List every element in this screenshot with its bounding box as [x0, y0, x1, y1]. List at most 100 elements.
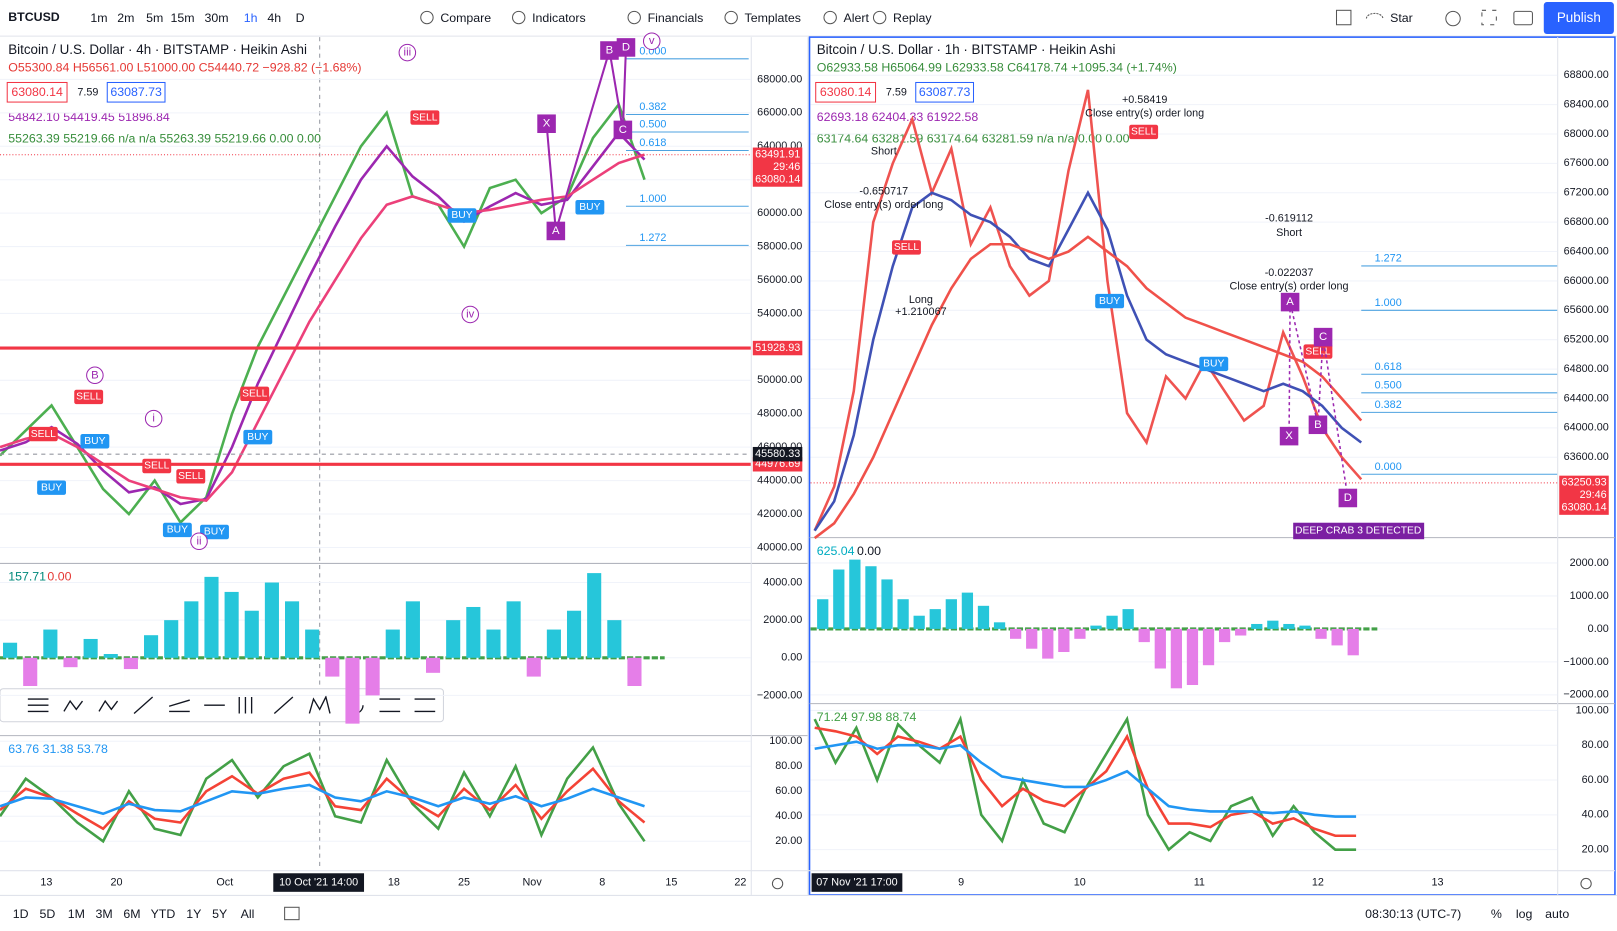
range-button[interactable]: 5D	[40, 907, 56, 921]
interval-button[interactable]: 1h	[244, 11, 258, 25]
pattern-label: X	[1285, 430, 1293, 442]
countdown: 29:46	[773, 161, 800, 173]
ask[interactable]: 63087.73	[919, 85, 971, 99]
y-tick-label: 44000.00	[757, 474, 802, 486]
wave-circle	[190, 532, 208, 551]
signal-marker	[28, 426, 58, 442]
histogram-bar	[1154, 628, 1166, 669]
range-button[interactable]: 1D	[13, 907, 29, 921]
ask-box[interactable]	[106, 81, 166, 103]
last-price-tag	[752, 147, 803, 187]
scale-option[interactable]: %	[1491, 907, 1502, 921]
axis-settings[interactable]	[771, 877, 784, 890]
range-button[interactable]: 5Y	[212, 907, 227, 921]
histogram-bar	[833, 569, 845, 629]
range-button[interactable]: All	[241, 907, 255, 921]
annotation: Close entry(s) order long	[1230, 280, 1349, 292]
toolbar-icon	[823, 10, 837, 25]
interval-button[interactable]: 15m	[171, 11, 195, 25]
bid[interactable]: 63080.14	[820, 85, 872, 99]
publish-button[interactable]	[1543, 2, 1614, 35]
x-tick-label: 13	[1432, 876, 1444, 888]
signal-label: SELL	[76, 392, 101, 403]
range-button[interactable]: 3M	[96, 907, 113, 921]
wave-circle	[398, 43, 417, 62]
histogram-bar	[1090, 625, 1102, 629]
histogram-bar	[1283, 623, 1295, 629]
toolbar-icon	[512, 10, 526, 25]
histogram-bar	[164, 620, 179, 658]
toolbar-button[interactable]: Compare	[440, 11, 491, 25]
pattern-point	[546, 221, 566, 241]
bid-tag: 63080.14	[755, 173, 800, 185]
histogram-bar	[1235, 628, 1247, 636]
histogram-bar	[184, 601, 199, 658]
interval-button[interactable]: 5m	[146, 11, 163, 25]
interval-button[interactable]: 2m	[117, 11, 134, 25]
ask[interactable]: 63087.73	[110, 85, 162, 99]
toolbar-button[interactable]: Replay	[893, 11, 932, 25]
wave-label: ii	[197, 535, 202, 547]
toolbar-icon	[724, 10, 738, 25]
histogram-bar	[1347, 628, 1359, 656]
histogram-bar	[1186, 628, 1199, 686]
y-tick-label: 68000.00	[1564, 128, 1609, 140]
histogram-bar	[993, 622, 1006, 629]
histogram-bar	[345, 657, 360, 724]
layout-icon[interactable]	[1335, 9, 1352, 26]
range-button[interactable]: 1Y	[186, 907, 201, 921]
toolbar-button[interactable]: Templates	[745, 11, 801, 25]
symbol[interactable]: BTCUSD	[8, 10, 60, 24]
histogram-bar	[23, 657, 38, 687]
settings-icon[interactable]	[1445, 10, 1461, 27]
y-tick-label: 0.00	[781, 652, 802, 664]
scale-option[interactable]: log	[1516, 907, 1533, 921]
y-tick-label: −2000.00	[757, 689, 802, 701]
range-button[interactable]: 6M	[123, 907, 140, 921]
interval-button[interactable]: D	[296, 11, 305, 25]
range-button[interactable]: YTD	[151, 907, 176, 921]
publish-label[interactable]: Publish	[1557, 10, 1601, 25]
histogram-bar	[865, 566, 877, 629]
interval-button[interactable]: 1m	[90, 11, 107, 25]
pattern-point	[616, 38, 636, 57]
fib-label: 0.618	[1375, 361, 1402, 373]
star-label[interactable]: Star	[1390, 11, 1413, 25]
interval-button[interactable]: 4h	[267, 11, 281, 25]
x-tick-label: 9	[958, 876, 964, 888]
y-tick-label: −1000.00	[1563, 656, 1608, 668]
date-range-icon[interactable]	[284, 906, 300, 921]
series-line	[0, 783, 645, 816]
range-button[interactable]: 1M	[68, 907, 85, 921]
y-tick-label: 60.00	[775, 785, 802, 797]
toolbar-button[interactable]: Indicators	[532, 11, 586, 25]
histogram-bar	[1218, 628, 1231, 643]
countdown: 29:46	[1580, 489, 1607, 501]
x-tick-label: 13	[40, 876, 52, 888]
wave-circle	[642, 32, 661, 51]
osc-legend: 625.04	[817, 544, 855, 558]
bid[interactable]: 63080.14	[11, 85, 63, 99]
chart-title: Bitcoin / U.S. Dollar · 1h · BITSTAMP · …	[817, 42, 1116, 57]
price-tag-label: 44976.69	[755, 458, 800, 470]
camera-icon[interactable]	[1513, 10, 1533, 26]
fullscreen-icon[interactable]	[1481, 9, 1497, 26]
signal-marker	[200, 524, 229, 540]
bid-box[interactable]	[6, 81, 68, 103]
rsi-legend: 71.24 97.98 88.74	[817, 710, 917, 724]
ask-box[interactable]	[915, 81, 975, 103]
y-tick-label: 42000.00	[757, 508, 802, 520]
signal-label: BUY	[1099, 296, 1120, 307]
toolbar-button[interactable]: Financials	[648, 11, 704, 25]
bid-box[interactable]	[815, 81, 877, 103]
signal-marker	[142, 458, 172, 474]
clock: 08:30:13 (UTC-7)	[1365, 907, 1461, 921]
strategy-values: 55263.39 55219.66 n/a n/a 55263.39 55219…	[8, 131, 321, 145]
interval-button[interactable]: 30m	[205, 11, 229, 25]
histogram-bar	[325, 657, 340, 677]
scale-option[interactable]: auto	[1545, 907, 1569, 921]
axis-settings[interactable]	[1580, 877, 1592, 890]
toolbar-button[interactable]: Alert	[844, 11, 870, 25]
